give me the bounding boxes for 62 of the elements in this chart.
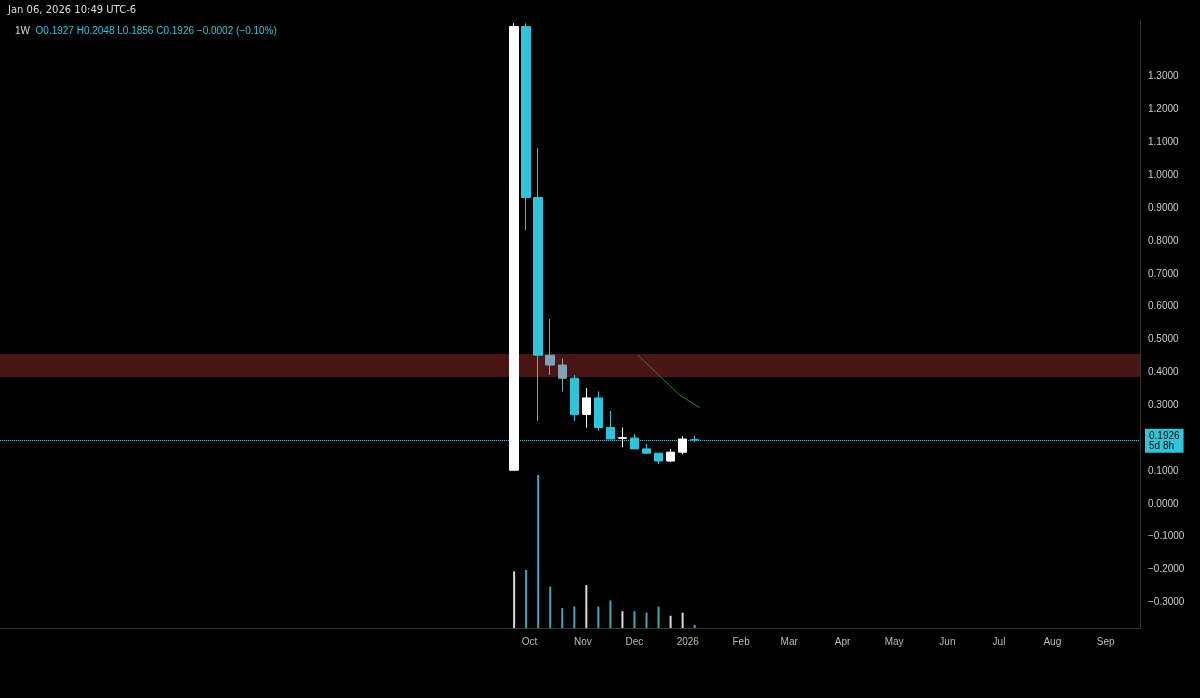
y-tick-label: 0.5000 [1148, 333, 1180, 345]
bar [657, 606, 660, 628]
candlestick [533, 147, 543, 422]
x-tick-label: Nov [574, 635, 592, 647]
y-tick-label: 1.1000 [1148, 136, 1180, 148]
x-tick-label: Jun [939, 635, 956, 647]
line-series [637, 354, 701, 409]
bar [693, 624, 696, 628]
bar [585, 585, 588, 628]
x-tick-label: Sep [1096, 635, 1115, 647]
y-tick-label: −0.3000 [1148, 596, 1185, 608]
candlestick [545, 318, 555, 376]
y-tick-label: −0.2000 [1148, 563, 1185, 575]
candlestick [642, 443, 651, 455]
x-tick-label: Oct [521, 635, 538, 647]
candlestick [654, 452, 663, 465]
y-tick-label: 0.3000 [1148, 399, 1180, 411]
ref-line-label: 0.1926 5d 8h [1149, 430, 1181, 452]
y-tick-label: 0.9000 [1148, 201, 1180, 213]
y-tick-label: 1.3000 [1148, 70, 1180, 82]
x-tick-label: Aug [1043, 635, 1062, 647]
x-tick-label: May [884, 635, 904, 647]
bar [633, 611, 636, 628]
candlestick [570, 374, 579, 422]
candlestick [618, 427, 627, 448]
bar [537, 475, 540, 628]
candlestick [558, 358, 567, 392]
x-tick-label: Dec [625, 635, 644, 647]
text: Jan 06, 2026 10:49 UTC-6 [8, 4, 137, 15]
bar [573, 606, 576, 628]
bar [525, 569, 528, 628]
y-tick-label: 1.2000 [1148, 103, 1180, 115]
text: O0.1927 H0.2048 L0.1856 C0.1926 −0.0002 (−0.10%) [35, 24, 277, 36]
candlestick [666, 448, 675, 463]
x-tick-label: 2026 [676, 635, 700, 647]
bar [621, 611, 624, 628]
candlestick [521, 22, 531, 231]
text: 1W [15, 24, 36, 36]
y-tick-label: −0.1000 [1148, 530, 1185, 542]
bar [669, 615, 672, 628]
y-tick-label: 0.6000 [1148, 300, 1180, 312]
y-tick-label: 0.4000 [1148, 366, 1180, 378]
candlestick [582, 387, 591, 429]
x-tick-label: Feb [732, 635, 751, 647]
bar [561, 608, 564, 628]
bar [609, 600, 612, 628]
bar [681, 612, 684, 628]
x-tick-label: Apr [834, 635, 851, 647]
y-tick-label: 0.8000 [1148, 234, 1180, 246]
x-tick-label: Jul [992, 635, 1006, 647]
bar [645, 612, 648, 628]
candlestick [509, 22, 519, 471]
bar [597, 606, 600, 628]
bar [549, 586, 552, 628]
candlestick [594, 390, 603, 432]
y-tick-label: 0.0000 [1148, 497, 1180, 509]
y-tick-label: 0.7000 [1148, 267, 1180, 279]
bar [513, 571, 516, 628]
y-tick-label: 0.1000 [1148, 464, 1180, 476]
candlestick [678, 435, 687, 455]
y-tick-label: 1.0000 [1148, 168, 1180, 180]
x-tick-label: Mar [780, 635, 799, 647]
